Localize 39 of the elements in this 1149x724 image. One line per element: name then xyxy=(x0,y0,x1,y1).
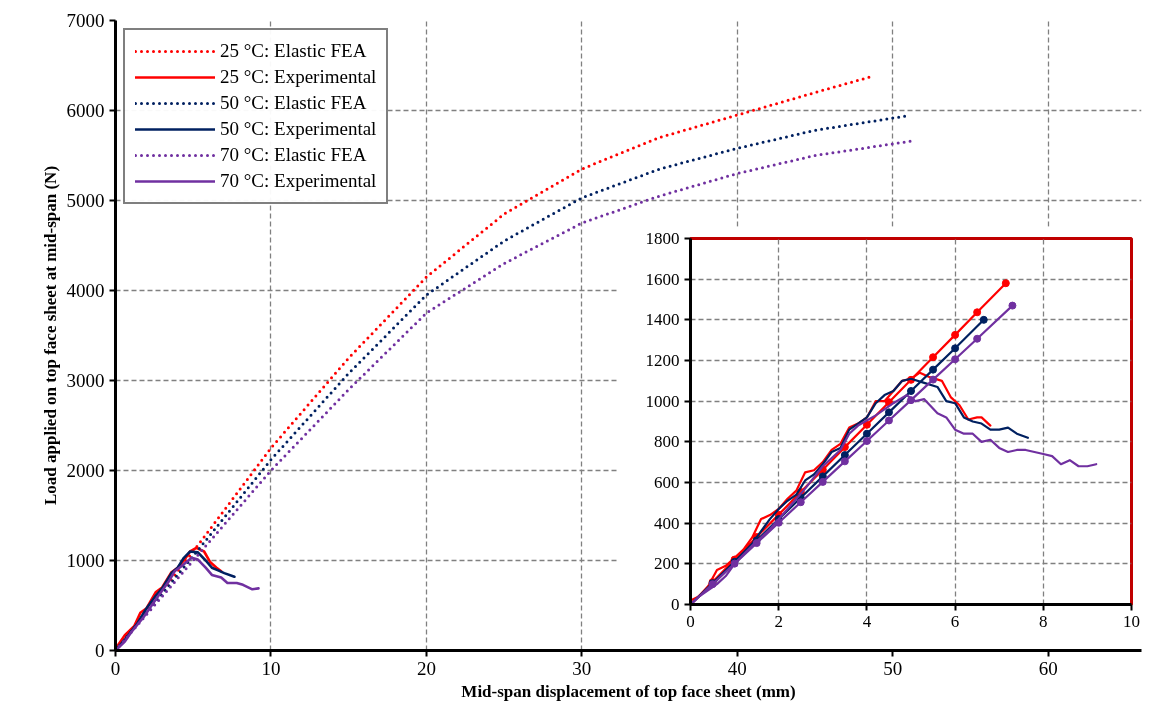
x-tick-label: 10 xyxy=(1123,611,1140,631)
x-axis-title: Mid-span displacement of top face sheet (mm) xyxy=(461,681,796,701)
x-tick-label: 0 xyxy=(686,611,695,631)
x-tick-label: 40 xyxy=(727,657,747,679)
x-tick-label: 0 xyxy=(110,657,121,679)
legend-label: 50 °C: Experimental xyxy=(220,118,377,140)
y-tick-label: 5000 xyxy=(66,190,105,211)
y-tick-label: 600 xyxy=(654,473,680,492)
y-tick-label: 1400 xyxy=(645,310,680,330)
x-tick-label: 10 xyxy=(261,657,281,679)
y-tick-label: 800 xyxy=(654,432,680,452)
x-tick-label: 30 xyxy=(572,657,592,679)
y-tick-label: 1600 xyxy=(645,269,680,289)
y-axis-title: Load applied on top face sheet at mid-span (N) xyxy=(40,165,60,506)
y-tick-label: 400 xyxy=(654,513,680,533)
y-tick-label: 1000 xyxy=(645,391,680,411)
y-tick-label: 1200 xyxy=(645,351,680,370)
y-tick-label: 3000 xyxy=(66,370,105,391)
y-tick-label: 1000 xyxy=(66,550,105,571)
y-tick-label: 6000 xyxy=(66,100,105,121)
x-tick-label: 50 xyxy=(883,657,903,679)
legend-label: 70 °C: Elastic FEA xyxy=(220,144,367,166)
x-tick-label: 4 xyxy=(862,611,872,631)
legend-label: 25 °C: Experimental xyxy=(220,66,377,88)
y-tick-label: 2000 xyxy=(66,460,105,481)
x-tick-label: 60 xyxy=(1038,657,1058,679)
y-tick-label: 1800 xyxy=(645,229,680,248)
y-tick-label: 0 xyxy=(671,595,680,614)
legend-label: 50 °C: Elastic FEA xyxy=(220,92,367,114)
x-tick-label: 8 xyxy=(1039,611,1048,631)
x-tick-label: 2 xyxy=(774,611,783,631)
x-tick-label: 20 xyxy=(416,657,436,679)
y-tick-label: 4000 xyxy=(66,280,105,301)
legend-label: 25 °C: Elastic FEA xyxy=(220,40,367,62)
legend-label: 70 °C: Experimental xyxy=(220,170,377,192)
y-tick-label: 0 xyxy=(95,640,105,661)
y-tick-label: 200 xyxy=(654,554,680,574)
x-tick-label: 6 xyxy=(950,611,960,631)
y-tick-label: 7000 xyxy=(66,10,105,31)
